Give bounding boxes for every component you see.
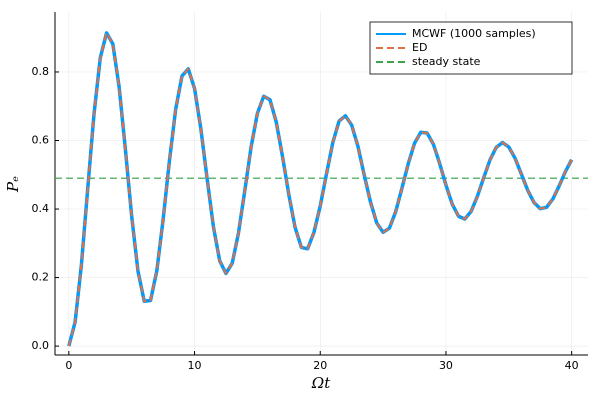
legend-label: MCWF (1000 samples) (412, 27, 536, 40)
y-tick-label: 0.0 (32, 339, 50, 352)
x-tick-label: 10 (188, 359, 202, 372)
x-axis-title: Ωt (311, 374, 331, 392)
series-line (67, 31, 573, 347)
y-tick-label: 0.4 (32, 202, 50, 215)
x-tick-label: 20 (313, 359, 327, 372)
y-tick-label: 0.6 (32, 133, 50, 146)
x-tick-label: 40 (565, 359, 579, 372)
legend-label: steady state (412, 55, 481, 68)
x-tick-label: 30 (439, 359, 453, 372)
x-tick-label: 0 (65, 359, 72, 372)
y-axis-title: Pₑ (4, 176, 22, 193)
y-tick-label: 0.2 (32, 271, 50, 284)
legend-label: ED (412, 41, 427, 54)
y-tick-label: 0.8 (32, 65, 50, 78)
